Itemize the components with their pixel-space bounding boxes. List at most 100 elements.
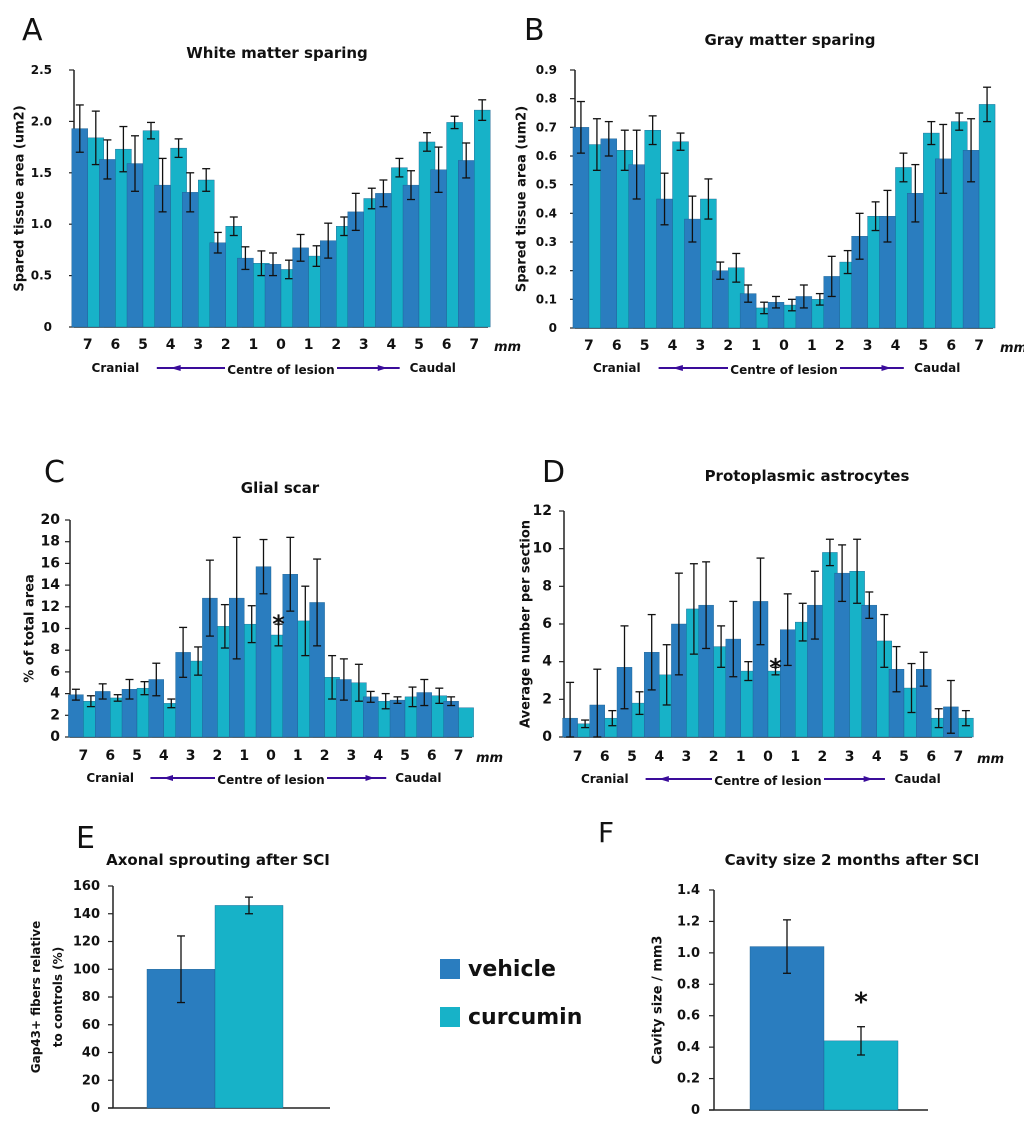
- x-tick-label: 7: [469, 337, 479, 353]
- y-tick-label: 40: [82, 1046, 100, 1061]
- x-tick-label: 4: [891, 338, 901, 354]
- x-tick-label: 1: [807, 338, 817, 354]
- x-tick-label: 2: [709, 749, 719, 765]
- y-tick-label: 12: [41, 599, 60, 615]
- direction-label-centre: Centre of lesion: [217, 773, 324, 787]
- x-tick-label: 4: [373, 748, 383, 764]
- significance-asterisk: *: [769, 653, 782, 681]
- y-tick-label: 2: [50, 707, 60, 723]
- x-tick-label: 3: [863, 338, 873, 354]
- y-tick-label: 1.0: [677, 946, 700, 961]
- direction-label-cranial: Cranial: [581, 772, 629, 786]
- x-tick-label: 3: [845, 749, 855, 765]
- x-tick-label: 0: [779, 338, 789, 354]
- y-tick-label: 16: [41, 555, 60, 571]
- x-tick-label: 2: [723, 338, 733, 354]
- y-tick-label: 100: [73, 962, 100, 977]
- legend-item-curcumin: curcumin: [440, 993, 582, 1041]
- x-tick-label: 2: [835, 338, 845, 354]
- arrow-left-icon: [672, 365, 683, 371]
- x-tick-label: 2: [331, 337, 341, 353]
- y-tick-label: 4: [542, 654, 552, 670]
- panel-letter: A: [22, 13, 43, 48]
- chart-e: E Axonal sprouting after SCI Gap43+ fibers…: [29, 821, 330, 1116]
- x-tick-label: 6: [111, 337, 121, 353]
- bar-curcumin: [458, 707, 474, 738]
- arrow-right-icon: [365, 775, 375, 781]
- y-tick-label: 10: [533, 541, 553, 557]
- panel-letter: E: [76, 821, 95, 856]
- x-tick-label: 3: [186, 748, 196, 764]
- x-tick-label: 3: [359, 337, 369, 353]
- x-tick-label: 7: [83, 337, 93, 353]
- x-tick-label: 1: [249, 337, 259, 353]
- direction-label-caudal: Caudal: [395, 771, 441, 785]
- direction-label-centre: Centre of lesion: [227, 363, 334, 377]
- x-tick-label: 5: [400, 748, 410, 764]
- x-tick-label: 2: [818, 749, 828, 765]
- bar-vehicle: [458, 160, 475, 328]
- x-tick-label: 0: [266, 748, 276, 764]
- legend-swatch-curcumin: [440, 1007, 460, 1027]
- y-tick-label: 0.5: [31, 269, 52, 283]
- y-tick-label: 1.0: [31, 217, 52, 231]
- x-unit-label: mm: [494, 340, 521, 355]
- y-tick-label: 20: [82, 1073, 100, 1088]
- x-tick-label: 1: [239, 748, 249, 764]
- x-tick-label: 4: [668, 338, 678, 354]
- x-tick-label: 7: [454, 748, 464, 764]
- y-tick-label: 1.4: [677, 883, 700, 898]
- x-tick-label: 4: [872, 749, 882, 765]
- x-tick-label: 5: [627, 749, 637, 765]
- bar-vehicle: [209, 242, 227, 328]
- x-tick-label: 5: [132, 748, 142, 764]
- x-tick-label: 3: [696, 338, 706, 354]
- y-tick-label: 160: [73, 879, 100, 894]
- y-tick-label: 6: [50, 664, 60, 680]
- x-tick-label: 6: [946, 338, 956, 354]
- y-axis-label: Cavity size / mm3: [651, 936, 666, 1065]
- y-tick-label: 18: [41, 534, 60, 550]
- x-tick-label: 4: [159, 748, 169, 764]
- y-tick-label: 0.6: [536, 149, 557, 163]
- x-unit-label: mm: [977, 752, 1004, 767]
- y-tick-label: 0: [691, 1103, 700, 1118]
- y-tick-label: 0.5: [536, 178, 557, 192]
- y-tick-label: 6: [542, 616, 552, 632]
- bar-curcumin: [214, 905, 284, 1109]
- panel-c: C Glial scar% of total area 0 2 4 6 8 10 12 14 16 1…: [0, 440, 512, 820]
- direction-label-cranial: Cranial: [92, 361, 140, 375]
- x-tick-label: 3: [682, 749, 692, 765]
- y-tick-label: 0.7: [536, 120, 557, 134]
- chart-title: Glial scar: [241, 479, 320, 497]
- y-axis-label: Average number per section: [519, 520, 534, 728]
- arrow-left-icon: [163, 775, 174, 781]
- panel-letter: F: [598, 816, 614, 849]
- x-tick-label: 5: [138, 337, 148, 353]
- x-tick-label: 2: [221, 337, 231, 353]
- panel-d: D Protoplasmic astrocytes Average number p…: [512, 440, 1024, 820]
- legend-label-vehicle: vehicle: [468, 956, 556, 982]
- y-axis-label: Spared tissue area (um2): [515, 106, 530, 292]
- x-tick-label: 6: [427, 748, 437, 764]
- y-tick-label: 0.8: [677, 977, 700, 992]
- x-tick-label: 3: [347, 748, 357, 764]
- significance-asterisk: *: [272, 610, 285, 638]
- x-tick-label: 0: [763, 749, 773, 765]
- y-tick-label: 0.1: [536, 292, 557, 306]
- x-tick-label: 1: [293, 748, 303, 764]
- x-unit-label: mm: [476, 751, 503, 766]
- x-tick-label: 5: [414, 337, 424, 353]
- chart-a: A White matter sparing Spared tissue area …: [13, 13, 522, 377]
- arrow-right-icon: [863, 776, 873, 782]
- x-tick-label: 3: [193, 337, 203, 353]
- bar-vehicle: [99, 159, 116, 328]
- bar-vehicle: [181, 192, 199, 328]
- panel-f: F Cavity size 2 months after SCI Cavity si…: [580, 816, 1024, 1128]
- y-tick-label: 60: [82, 1018, 100, 1033]
- arrow-right-icon: [881, 365, 892, 371]
- y-tick-label: 14: [41, 577, 61, 593]
- panel-letter: C: [44, 455, 65, 490]
- x-tick-label: 2: [320, 748, 330, 764]
- x-tick-label: 5: [918, 338, 928, 354]
